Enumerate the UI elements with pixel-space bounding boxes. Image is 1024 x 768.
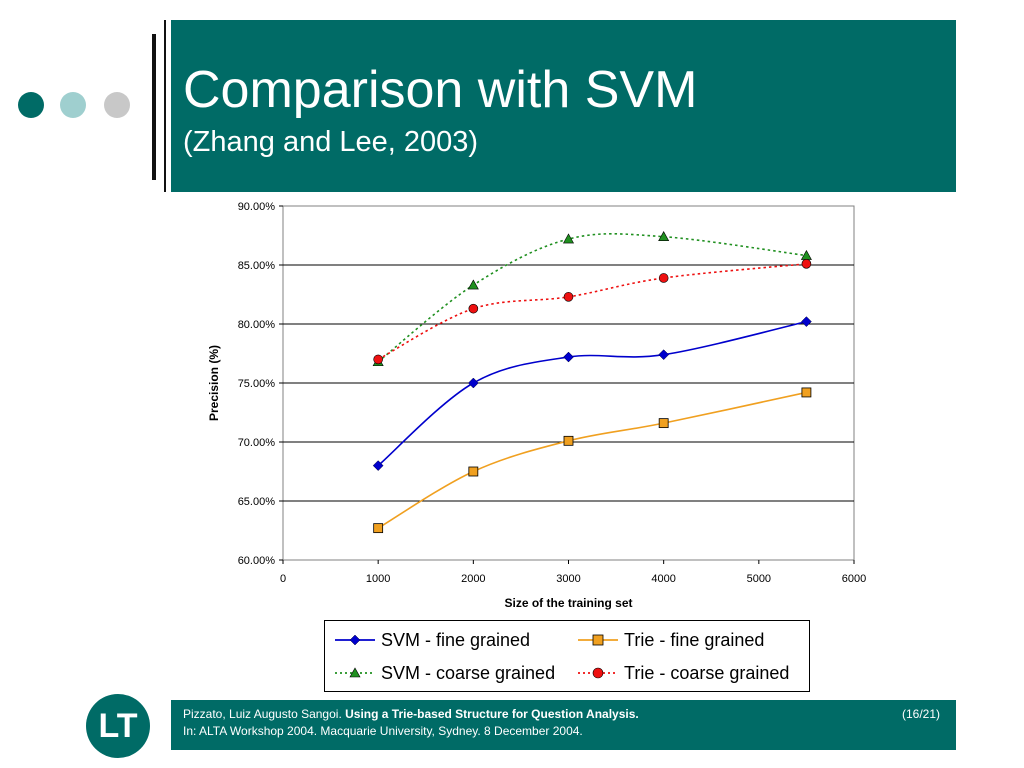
legend-swatch-trie-fine xyxy=(578,634,618,646)
data-point-2 xyxy=(467,279,479,290)
footer-venue: In: ALTA Workshop 2004. Macquarie Univer… xyxy=(183,724,583,738)
page-title: Comparison with SVM xyxy=(183,61,698,119)
y-axis-label: Precision (%) xyxy=(207,345,221,421)
legend-label-svm-coarse: SVM - coarse grained xyxy=(381,662,556,683)
footer-paper-title: Using a Trie-based Structure for Questio… xyxy=(345,707,639,721)
legend-label-svm-fine: SVM - fine grained xyxy=(381,629,531,650)
data-point-1 xyxy=(563,435,574,446)
data-point-0 xyxy=(372,460,384,471)
divider-bar-1 xyxy=(152,34,156,180)
data-point-1 xyxy=(468,466,479,477)
x-tick-label: 3000 xyxy=(556,573,580,585)
dot-light-teal xyxy=(60,92,86,118)
data-point-1 xyxy=(658,418,669,429)
legend-label-trie-fine: Trie - fine grained xyxy=(624,629,765,650)
decorative-dots xyxy=(14,92,134,122)
x-axis-label: Size of the training set xyxy=(504,596,632,610)
footer-citation: Pizzato, Luiz Augusto Sangoi. Using a Tr… xyxy=(183,707,639,721)
legend-swatch-trie-coarse xyxy=(578,667,618,679)
legend-item-trie-coarse: Trie - coarse grained xyxy=(578,662,789,684)
legend-swatch-svm-fine xyxy=(335,634,375,646)
data-point-0 xyxy=(467,377,479,389)
data-point-1 xyxy=(373,523,384,534)
footer-bar: Pizzato, Luiz Augusto Sangoi. Using a Tr… xyxy=(171,700,956,750)
divider-bar-2 xyxy=(164,20,166,192)
data-point-2 xyxy=(658,231,670,241)
legend-label-trie-coarse: Trie - coarse grained xyxy=(624,662,790,683)
logo-text: LT xyxy=(98,706,138,745)
data-point-3 xyxy=(563,292,574,302)
data-point-0 xyxy=(563,351,574,363)
data-point-2 xyxy=(562,233,575,244)
data-point-0 xyxy=(658,349,670,361)
legend-item-svm-fine: SVM - fine grained xyxy=(335,629,530,651)
x-tick-label: 2000 xyxy=(461,573,485,585)
data-point-3 xyxy=(373,354,383,365)
legend-item-trie-fine: Trie - fine grained xyxy=(578,629,764,651)
y-tick-label: 80.00% xyxy=(238,319,276,331)
dot-dark-teal xyxy=(18,92,44,118)
title-panel: Comparison with SVM (Zhang and Lee, 2003… xyxy=(171,20,956,192)
series-line-2 xyxy=(377,233,807,363)
footer-authors: Pizzato, Luiz Augusto Sangoi. xyxy=(183,707,342,721)
y-tick-label: 85.00% xyxy=(238,260,276,272)
x-tick-label: 0 xyxy=(280,573,286,585)
chart-legend: SVM - fine grained Trie - fine grained S… xyxy=(324,620,810,692)
x-tick-label: 5000 xyxy=(747,573,771,585)
data-point-1 xyxy=(801,387,812,398)
x-tick-label: 4000 xyxy=(651,573,675,585)
page-subtitle: (Zhang and Lee, 2003) xyxy=(183,126,479,158)
y-tick-label: 65.00% xyxy=(238,496,276,508)
legend-item-svm-coarse: SVM - coarse grained xyxy=(335,662,555,684)
data-point-0 xyxy=(801,316,812,327)
y-tick-label: 90.00% xyxy=(238,201,276,213)
data-point-3 xyxy=(801,259,812,269)
data-point-3 xyxy=(658,273,669,283)
y-tick-label: 70.00% xyxy=(238,437,276,449)
y-tick-label: 75.00% xyxy=(238,378,276,390)
lt-logo: LT xyxy=(86,694,150,758)
legend-swatch-svm-coarse xyxy=(335,667,375,678)
y-tick-label: 60.00% xyxy=(238,555,276,567)
page-number: (16/21) xyxy=(901,707,940,721)
x-tick-label: 1000 xyxy=(366,573,390,585)
x-tick-label: 6000 xyxy=(842,573,866,585)
dot-gray xyxy=(104,92,130,118)
data-point-3 xyxy=(468,303,479,314)
